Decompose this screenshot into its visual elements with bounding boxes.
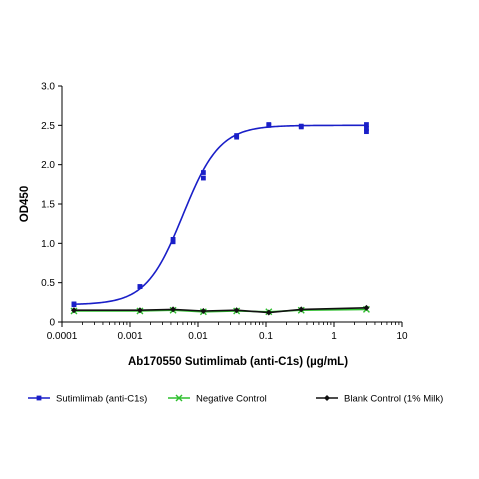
data-point-sutimlimab-anti-c1s xyxy=(364,122,369,127)
data-point-blank-control-1-milk xyxy=(298,306,305,313)
legend-item-negative-control: Negative Control xyxy=(168,394,267,405)
data-point-sutimlimab-anti-c1s xyxy=(170,237,176,242)
series-blank-control-1-milk xyxy=(70,304,370,316)
legend-item-sutimlimab-anti-c1s: Sutimlimab (anti-C1s) xyxy=(28,394,147,405)
data-point-sutimlimab-anti-c1s xyxy=(234,133,240,138)
data-point-blank-control-1-milk xyxy=(233,307,240,314)
y-axis-title: OD450 xyxy=(19,186,31,222)
data-point-sutimlimab-anti-c1s xyxy=(200,170,206,175)
axes: 0 0.5 1.0 1.5 2.0 2.5 3.0 0.0001 0.001 0.01 0.1 1 10 xyxy=(41,82,408,343)
legend-marker-negative-control xyxy=(175,394,183,402)
y-tick-label: 1.0 xyxy=(41,239,55,250)
plot-area xyxy=(70,122,370,316)
x-axis-title: Ab170550 Sutimlimab (anti-C1s) (µg/mL) xyxy=(128,356,348,368)
x-tick-label: 0.001 xyxy=(117,331,142,342)
legend-label-blank-control-1-milk: Blank Control (1% Milk) xyxy=(344,394,443,405)
data-point-sutimlimab-anti-c1s xyxy=(200,175,206,181)
legend-label-sutimlimab-anti-c1s: Sutimlimab (anti-C1s) xyxy=(56,394,147,405)
y-tick-label: 0.5 xyxy=(41,278,55,289)
y-tick-label: 2.5 xyxy=(41,121,55,132)
data-point-sutimlimab-anti-c1s xyxy=(266,122,272,127)
x-tick-label: 0.1 xyxy=(259,331,273,342)
data-point-sutimlimab-anti-c1s xyxy=(137,284,143,289)
series-sutimlimab-anti-c1s xyxy=(71,122,369,308)
y-tick-label: 1.5 xyxy=(41,200,55,211)
legend-label-negative-control: Negative Control xyxy=(196,394,267,405)
data-point-blank-control-1-milk xyxy=(363,304,370,311)
y-tick-label: 3.0 xyxy=(41,82,55,93)
legend-marker-negative-control-stroke xyxy=(175,394,183,402)
data-point-blank-control-1-milk xyxy=(200,307,207,314)
legend-item-blank-control-1-milk: Blank Control (1% Milk) xyxy=(316,394,443,405)
y-tick-label: 2.0 xyxy=(41,160,55,171)
x-tick-label: 10 xyxy=(396,331,408,342)
series-line-sutimlimab-anti-c1s xyxy=(73,124,367,305)
series-line-blank-control-1-milk xyxy=(73,307,367,314)
data-point-sutimlimab-anti-c1s xyxy=(71,301,77,307)
x-tick-label: 0.01 xyxy=(188,331,208,342)
data-point-sutimlimab-anti-c1s xyxy=(364,126,369,131)
data-point-blank-control-1-milk xyxy=(170,306,177,313)
x-tick-label: 0.0001 xyxy=(47,331,78,342)
data-point-sutimlimab-anti-c1s xyxy=(364,129,369,135)
data-point-blank-control-1-milk xyxy=(70,307,77,314)
x-tick-label: 1 xyxy=(331,331,337,342)
legend-marker-sutimlimab-anti-c1s xyxy=(36,395,42,401)
legend: Sutimlimab (anti-C1s) Negative Control Bla… xyxy=(28,394,443,405)
legend-marker-blank-control-1-milk xyxy=(324,395,330,401)
data-point-blank-control-1-milk xyxy=(265,309,272,316)
data-point-sutimlimab-anti-c1s xyxy=(298,123,304,129)
y-tick-label: 0 xyxy=(49,318,55,329)
data-point-blank-control-1-milk xyxy=(136,307,143,314)
